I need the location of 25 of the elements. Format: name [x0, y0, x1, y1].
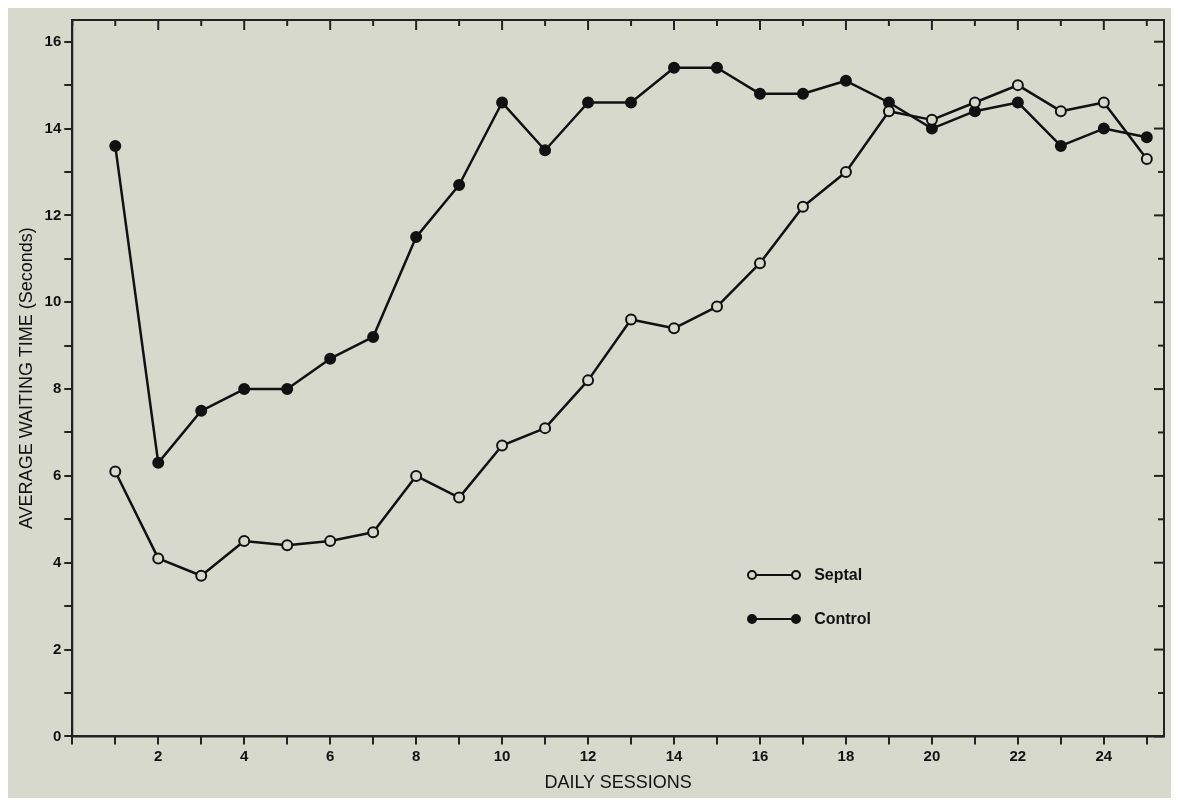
x-tick-label: 18: [837, 746, 855, 764]
x-tick-label: 14: [665, 746, 684, 764]
legend-label: Control: [814, 610, 871, 628]
y-tick-label: 12: [44, 205, 62, 223]
x-tick-label: 8: [411, 746, 421, 764]
x-tick-label: 6: [326, 746, 335, 764]
x-tick-label: 16: [751, 746, 769, 764]
y-tick-label: 6: [52, 466, 62, 484]
y-tick-label: 2: [52, 639, 62, 657]
x-axis-title: DAILY SESSIONS: [544, 772, 692, 793]
y-tick-label: 16: [44, 31, 62, 49]
legend-label: Septal: [814, 566, 863, 584]
x-tick-label: 24: [1095, 746, 1113, 764]
x-tick-label: 4: [240, 746, 250, 764]
x-tick-label: 12: [579, 746, 597, 764]
x-tick-label: 20: [923, 746, 941, 764]
x-tick-label: 10: [493, 746, 511, 764]
x-tick-label: 22: [1009, 746, 1027, 764]
y-tick-label: 4: [52, 552, 62, 570]
x-tick-label: 2: [154, 746, 163, 764]
y-tick-label: 14: [44, 118, 62, 136]
y-axis-title: AVERAGE WAITING TIME (Seconds): [15, 227, 36, 530]
y-tick-label: 10: [44, 292, 62, 310]
y-tick-label: 8: [52, 379, 62, 397]
y-tick-label: 0: [52, 726, 62, 744]
